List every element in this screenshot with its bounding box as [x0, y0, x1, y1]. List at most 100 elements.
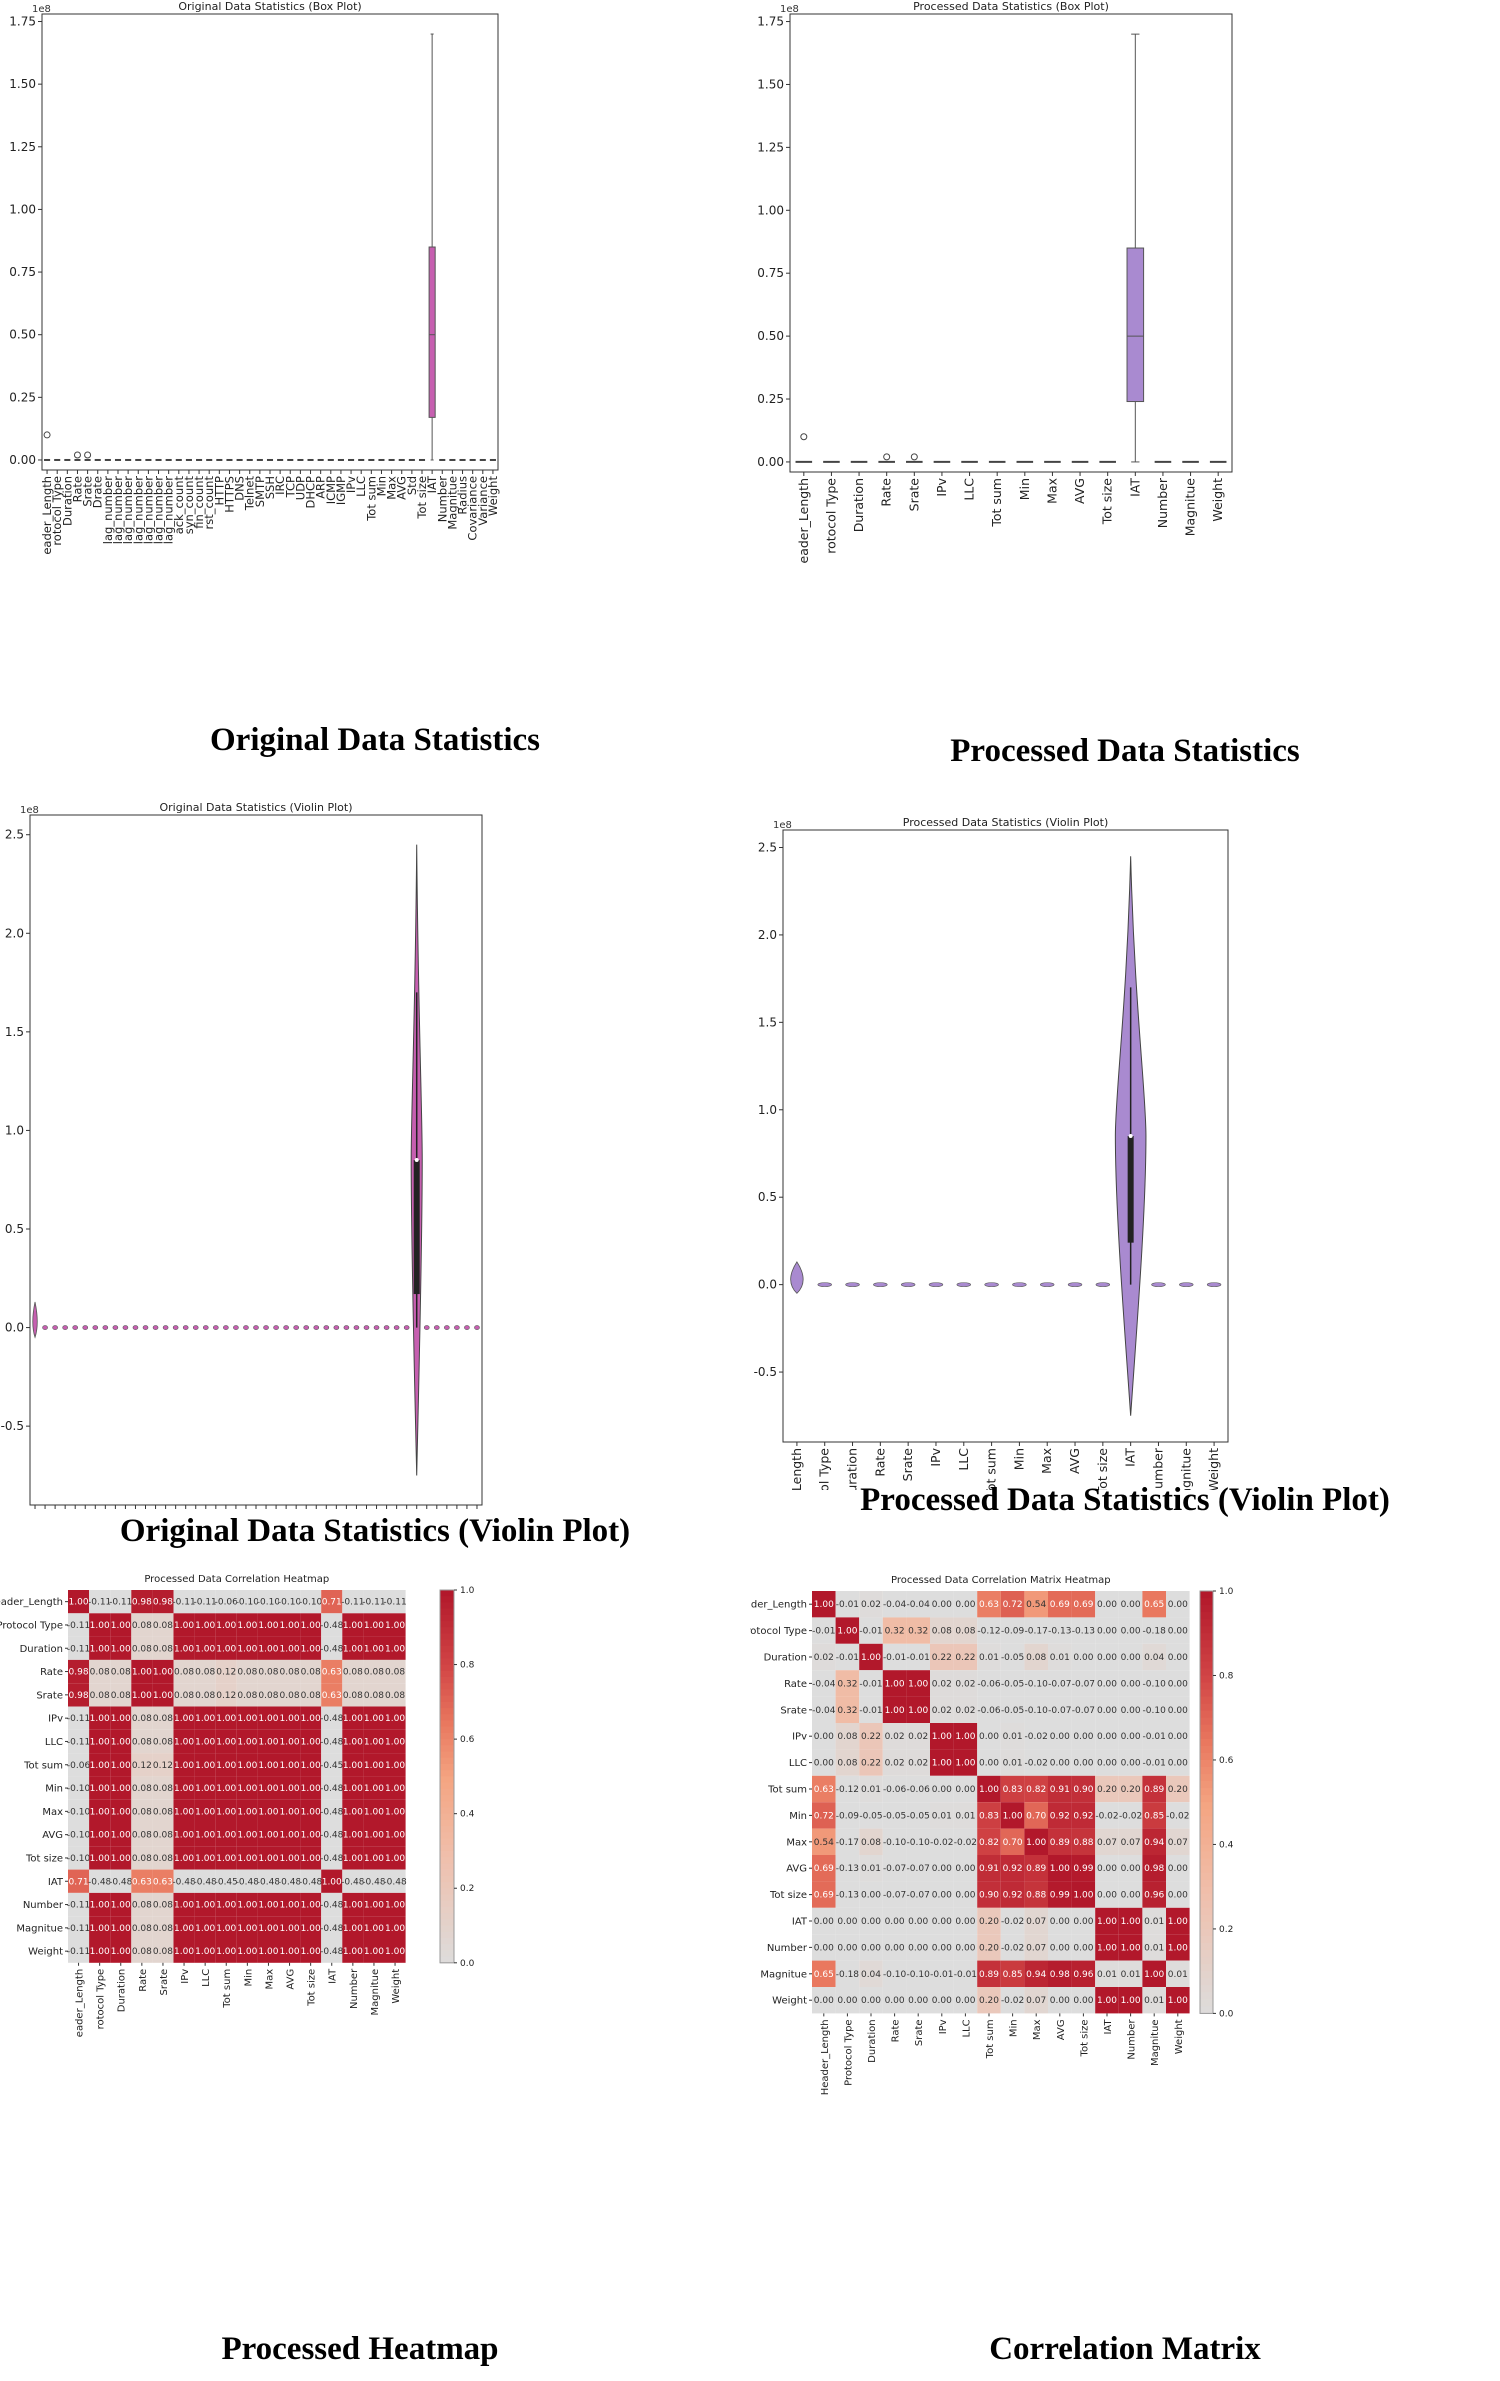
col-label: IAT	[328, 1968, 339, 1984]
heatmap-cell	[812, 1670, 836, 1697]
heatmap-cell	[835, 1775, 860, 1803]
colorbar-segment	[440, 1608, 454, 1616]
colorbar-segment	[1200, 1985, 1213, 1993]
heatmap-cell-value: 0.02	[955, 1679, 975, 1689]
heatmap-cell	[384, 1916, 406, 1940]
col-label: eader_Length	[75, 1969, 86, 2037]
colorbar-segment	[440, 1664, 454, 1672]
colorbar-segment	[1200, 1591, 1213, 1599]
heatmap-cell-value: 0.00	[955, 1864, 975, 1874]
x-tick-label: Duration	[851, 478, 866, 532]
heatmap-cell-value: -0.10	[907, 1838, 931, 1848]
colorbar-tick-label: 0.0	[460, 1959, 475, 1969]
x-tick-label: Min	[1017, 478, 1032, 500]
heatmap-cell-value: 0.08	[1026, 1653, 1046, 1663]
heatmap-cell-value: 0.02	[932, 1706, 952, 1716]
x-tick-label: Number	[1155, 477, 1170, 528]
heatmap-cell-value: -0.48	[341, 1877, 365, 1887]
heatmap-cell-value: 0.91	[1050, 1785, 1070, 1795]
colorbar-segment	[440, 1590, 454, 1597]
colorbar-segment	[1200, 1774, 1213, 1782]
colorbar-segment	[1200, 1752, 1213, 1761]
heatmap-cell	[363, 1869, 385, 1893]
heatmap-cell	[1071, 1934, 1096, 1961]
colorbar-segment	[440, 1807, 454, 1815]
heatmap-cell-value: 0.00	[1121, 1759, 1141, 1769]
heatmap-cell	[131, 1753, 153, 1777]
heatmap-cell-value: 1.00	[111, 1947, 131, 1957]
row-label: IAT	[48, 1877, 64, 1888]
heatmap-cell	[930, 1881, 954, 1908]
x-tick-label: eader_Length	[40, 476, 54, 555]
x-tick-label: ARP	[314, 476, 328, 499]
row-label: Tot size	[25, 1853, 63, 1864]
heatmap-cell	[152, 1683, 174, 1707]
colorbar-segment	[440, 1596, 454, 1604]
y-tick-label: 2.5	[5, 828, 24, 842]
heatmap-cell-value: -0.18	[1143, 1627, 1167, 1637]
heatmap-cell	[152, 1636, 174, 1660]
heatmap-cell-value: 1.00	[258, 1924, 278, 1934]
colorbar-segment	[440, 1627, 454, 1635]
y-tick-label: 0.75	[757, 266, 784, 280]
heatmap-cell	[152, 1776, 174, 1800]
heatmap-cell	[930, 1643, 954, 1671]
heatmap-cell	[1142, 1881, 1166, 1908]
heatmap-cell-value: 1.00	[301, 1784, 321, 1794]
heatmap-cell	[882, 1617, 907, 1644]
heatmap-cell-value: 0.00	[1121, 1891, 1141, 1901]
row-label: IPv	[48, 1714, 63, 1725]
heatmap-cell	[257, 1613, 279, 1637]
heatmap-cell-value: -0.10	[1025, 1706, 1049, 1716]
heatmap-cell	[977, 1802, 1001, 1829]
heatmap-cell-value: 1.00	[280, 1947, 300, 1957]
outlier-point	[800, 433, 808, 441]
heatmap-cell-value: 1.00	[174, 1947, 194, 1957]
heatmap-cell-value: -0.48	[320, 1807, 344, 1817]
x-tick-label: IAT	[1127, 478, 1142, 497]
heatmap-cell-value: 0.08	[132, 1947, 152, 1957]
heatmap-cell-value: 0.00	[955, 1600, 975, 1610]
heatmap-cell-value: 0.02	[885, 1732, 905, 1742]
heatmap-cell-value: -0.17	[1025, 1627, 1048, 1637]
heatmap-cell-value: 0.98	[69, 1668, 89, 1678]
heatmap-cell-value: 1.00	[174, 1644, 194, 1654]
heatmap-cell-value: -0.01	[883, 1653, 906, 1663]
heatmap-cell-value: -0.11	[67, 1621, 90, 1631]
heatmap-cell	[89, 1613, 111, 1637]
heatmap-cell	[1000, 1723, 1025, 1750]
heatmap-cell-value: 0.00	[932, 1785, 952, 1795]
colorbar-segment	[440, 1652, 454, 1659]
heatmap-cell-value: 0.92	[1003, 1864, 1023, 1874]
heatmap-cell-value: 1.00	[979, 1785, 999, 1795]
violin-flat	[233, 1325, 239, 1330]
heatmap-cell	[1166, 1881, 1190, 1908]
heatmap-cell-value: 0.00	[885, 1943, 905, 1953]
heatmap-cell-value: 0.07	[1026, 1943, 1046, 1953]
heatmap-cell-value: 0.91	[979, 1864, 999, 1874]
colorbar-segment	[1200, 1900, 1213, 1909]
heatmap-cell	[384, 1729, 406, 1754]
col-label: Header_Length	[820, 2019, 831, 2095]
heatmap-cell	[215, 1659, 237, 1684]
x-tick-label: Drate	[91, 476, 105, 508]
heatmap-cell	[1142, 1960, 1166, 1987]
violin-flat	[1012, 1282, 1027, 1287]
heatmap-cell-value: -0.48	[278, 1877, 302, 1887]
colorbar-segment	[440, 1683, 454, 1691]
heatmap-cell	[173, 1590, 195, 1614]
heatmap-cell-value: 0.94	[1144, 1838, 1164, 1848]
heatmap-cell	[930, 1828, 954, 1855]
row-label: Max	[42, 1807, 63, 1818]
heatmap-cell	[152, 1846, 174, 1870]
row-label: Protocol Type	[0, 1620, 63, 1631]
heatmap-cell-value: 1.00	[195, 1737, 215, 1747]
heatmap-cell-value: -0.01	[930, 1970, 953, 1980]
heatmap-cell	[1118, 1723, 1143, 1750]
col-label: Tot size	[1079, 2019, 1090, 2057]
heatmap-cell-value: 0.02	[861, 1600, 881, 1610]
heatmap-cell	[1118, 1670, 1143, 1697]
heatmap-cell	[1024, 1696, 1048, 1723]
heatmap-cell-value: 0.08	[90, 1691, 110, 1701]
heatmap-cell	[215, 1799, 237, 1823]
